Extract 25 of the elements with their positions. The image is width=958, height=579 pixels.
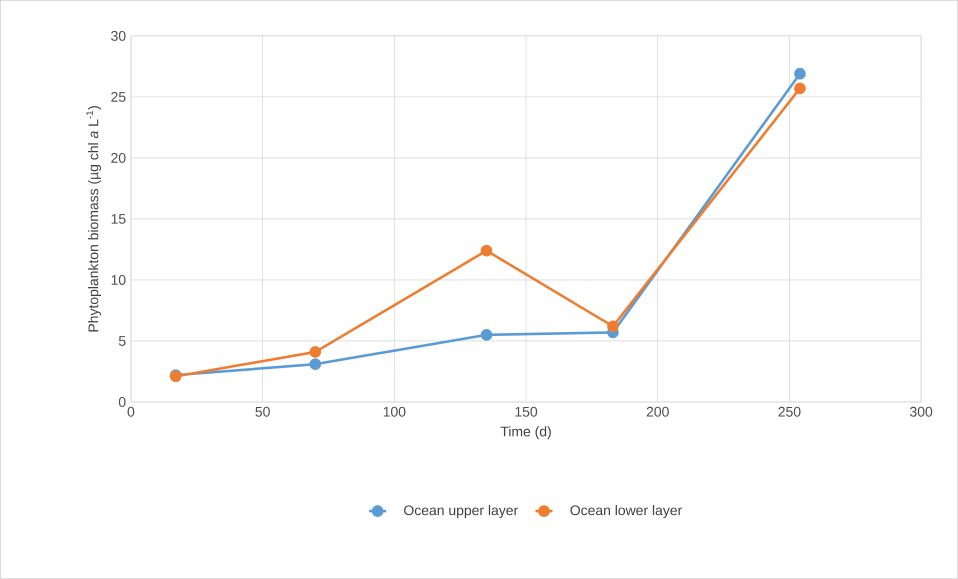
point <box>607 320 619 332</box>
point <box>794 82 806 94</box>
point <box>310 346 322 358</box>
y-tick-label: 15 <box>112 214 126 224</box>
y-axis-title: Phytoplankton biomass (µg chl a L$^{-1}$) <box>86 106 102 332</box>
x-tick-label: 300 <box>910 406 932 417</box>
point <box>310 358 322 370</box>
y-tick-label: 30 <box>111 30 126 41</box>
x-tick-label: 250 <box>778 406 801 417</box>
y-tick-label: 5 <box>118 336 126 346</box>
legend-label: Ocean upper layer <box>404 505 518 518</box>
legend-label: Ocean lower layer <box>570 505 682 518</box>
point <box>480 244 492 257</box>
x-tick-label: 100 <box>384 406 406 417</box>
y-tick-label: 10 <box>112 275 126 285</box>
x-axis-title: Time (d) <box>500 426 551 440</box>
x-tick-label: 150 <box>515 406 538 417</box>
x-tick-label: 200 <box>646 406 669 417</box>
point <box>480 329 492 341</box>
y-tick-label: 20 <box>111 153 126 163</box>
x-tick-label: 50 <box>255 406 270 417</box>
point <box>794 68 806 80</box>
y-tick-label: 0 <box>118 397 126 407</box>
x-tick-label: 0 <box>128 406 134 417</box>
y-tick-label: 25 <box>111 92 126 102</box>
